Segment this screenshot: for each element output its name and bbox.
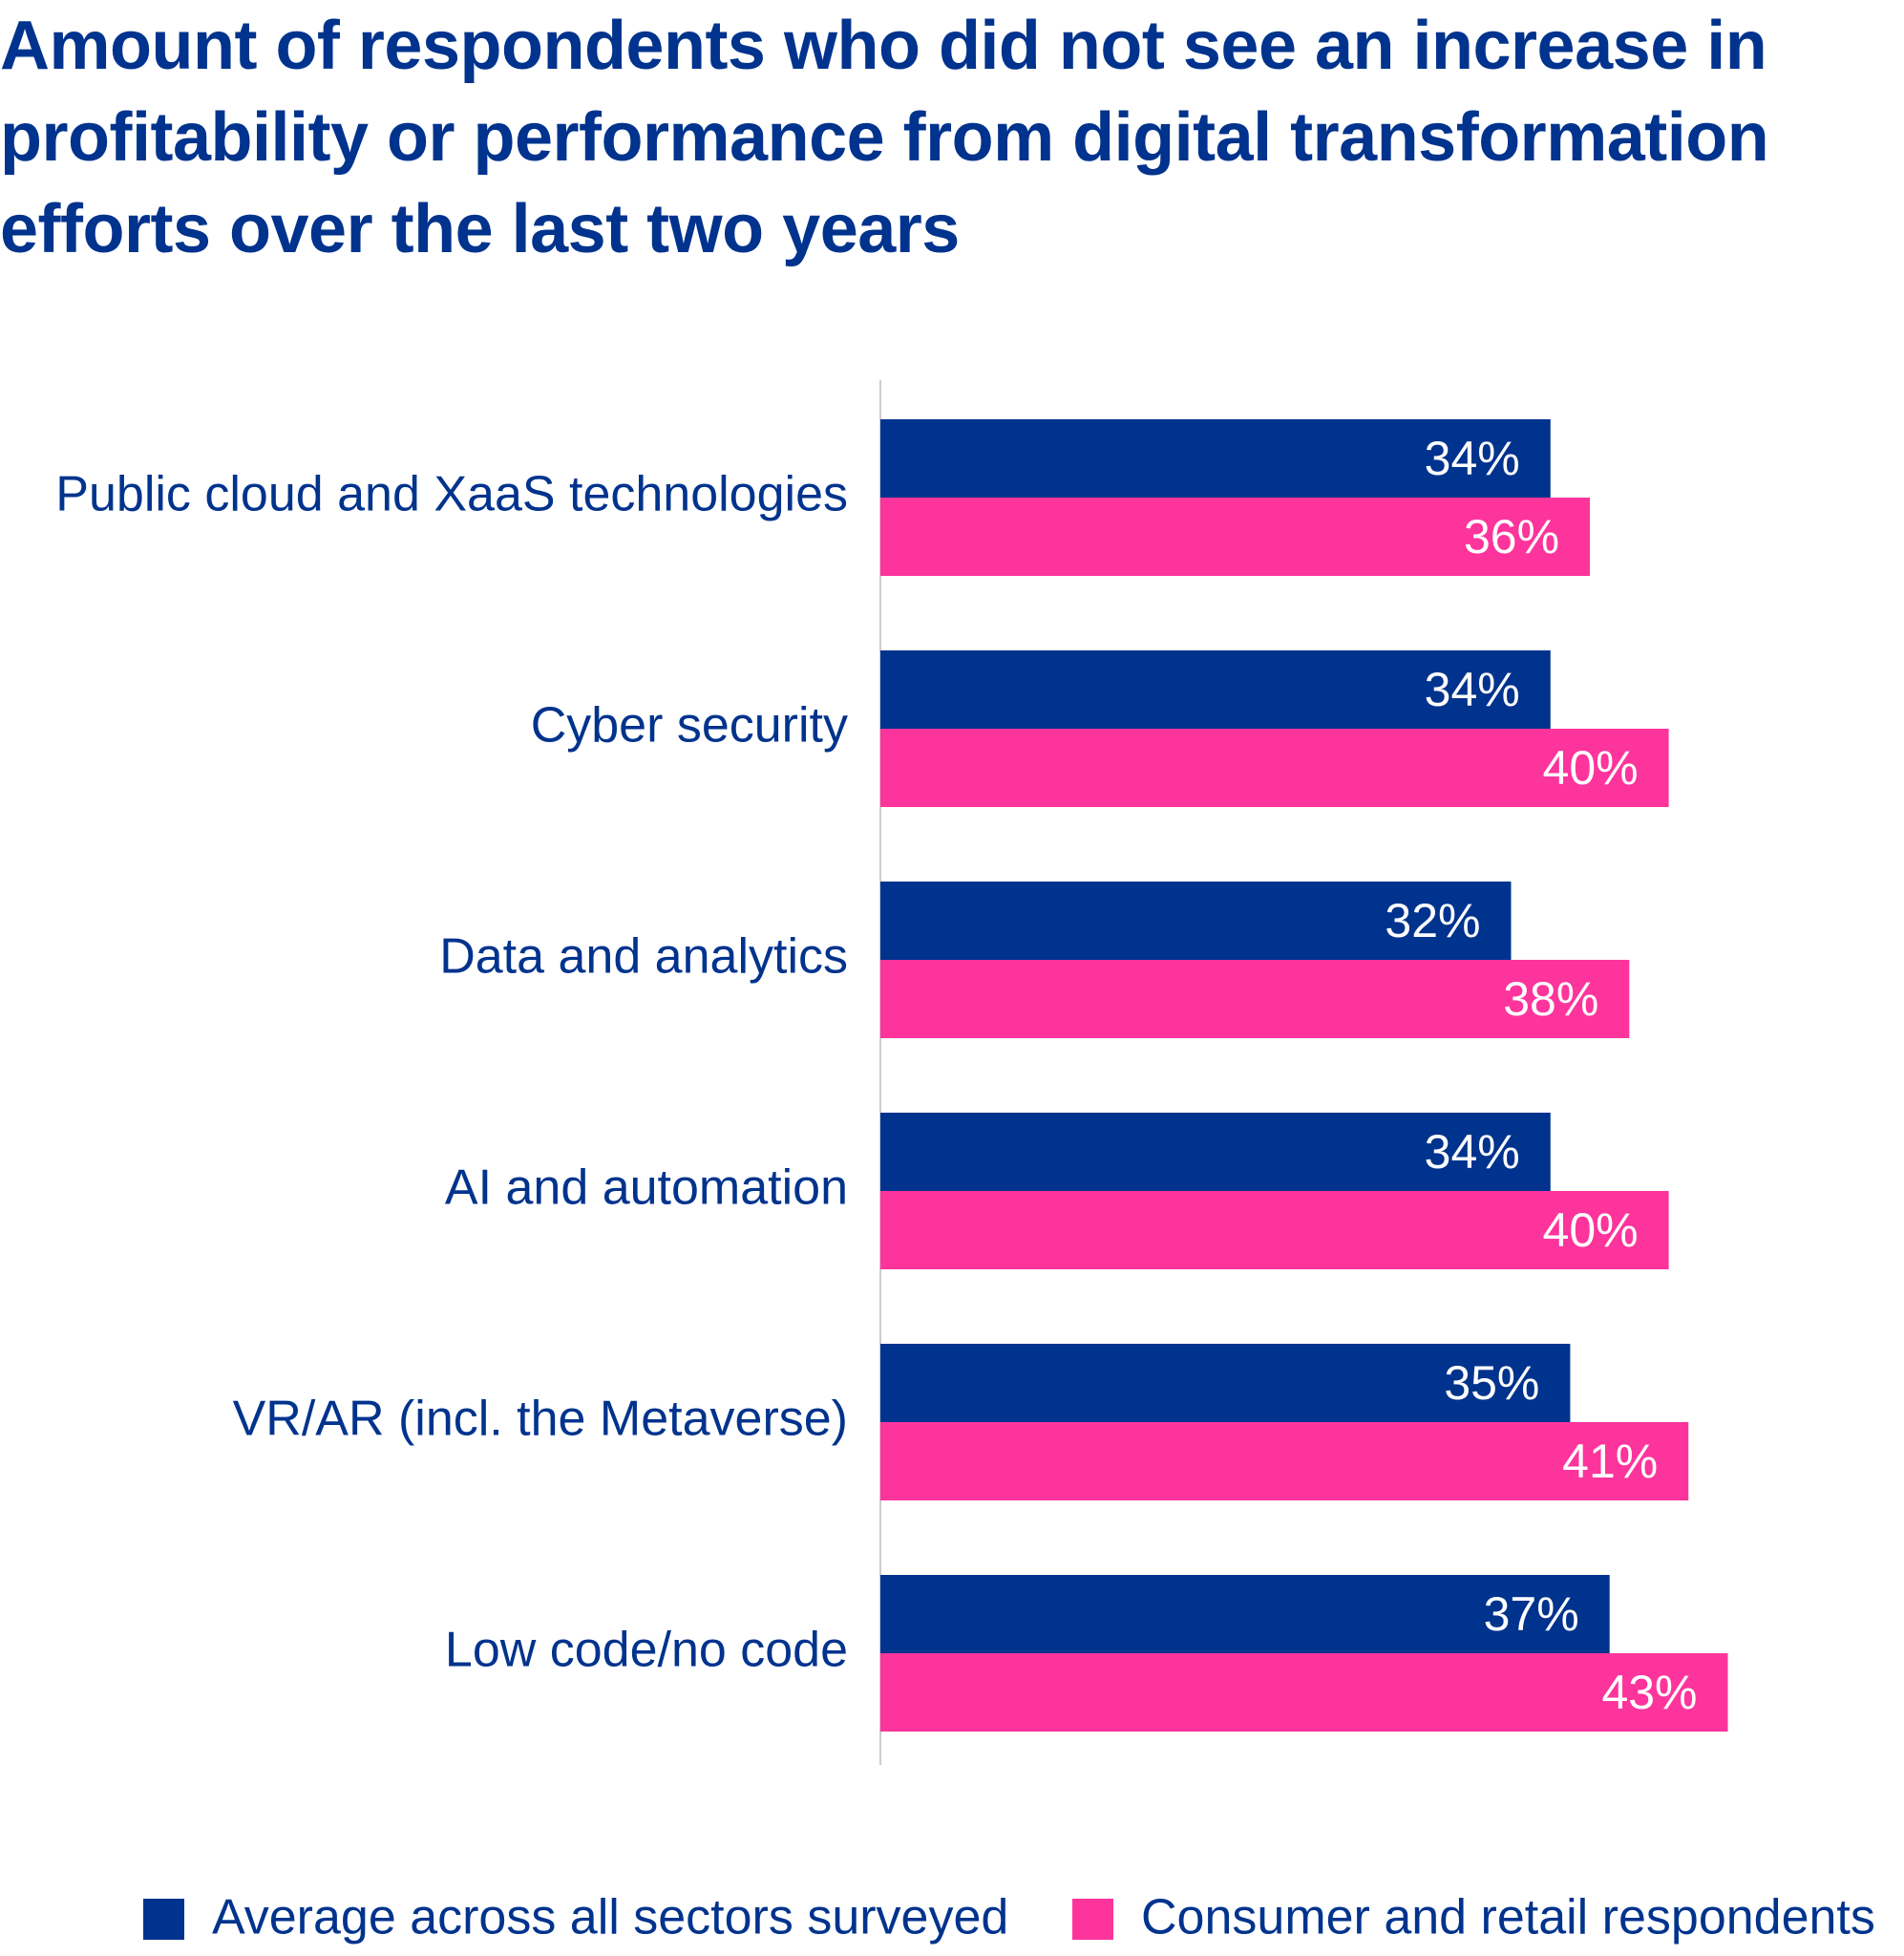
category-label: Public cloud and XaaS technologies (55, 467, 848, 522)
bar (880, 1344, 1571, 1422)
value-label: 34% (1425, 1125, 1520, 1179)
bar (880, 1575, 1610, 1653)
bar (880, 498, 1591, 576)
value-label: 36% (1464, 510, 1559, 563)
bar (880, 1113, 1551, 1191)
legend-swatch (1072, 1899, 1113, 1940)
value-label: 32% (1385, 894, 1480, 947)
value-label: 40% (1543, 741, 1639, 795)
bar (880, 1191, 1669, 1269)
value-label: 34% (1425, 432, 1520, 485)
category-label: VR/AR (incl. the Metaverse) (233, 1392, 848, 1447)
legend-label: Consumer and retail respondents (1141, 1890, 1875, 1945)
value-label: 34% (1425, 663, 1520, 716)
bar (880, 650, 1551, 729)
bar (880, 960, 1630, 1038)
value-label: 35% (1444, 1356, 1539, 1410)
bar (880, 882, 1512, 960)
legend-label: Average across all sectors surveyed (212, 1890, 1008, 1945)
bar (880, 729, 1669, 807)
category-label: Low code/no code (445, 1623, 848, 1678)
value-label: 38% (1503, 972, 1598, 1026)
value-label: 37% (1484, 1587, 1579, 1641)
value-label: 41% (1562, 1435, 1658, 1488)
bar (880, 1653, 1728, 1732)
chart-title: Amount of respondents who did not see an… (0, 8, 1769, 267)
legend-swatch (143, 1899, 184, 1940)
category-label: AI and automation (445, 1160, 848, 1216)
category-label: Cyber security (531, 698, 848, 754)
category-label: Data and analytics (439, 929, 848, 985)
value-label: 43% (1601, 1666, 1697, 1719)
value-label: 40% (1543, 1203, 1639, 1257)
bar (880, 1422, 1689, 1500)
bar (880, 419, 1551, 498)
